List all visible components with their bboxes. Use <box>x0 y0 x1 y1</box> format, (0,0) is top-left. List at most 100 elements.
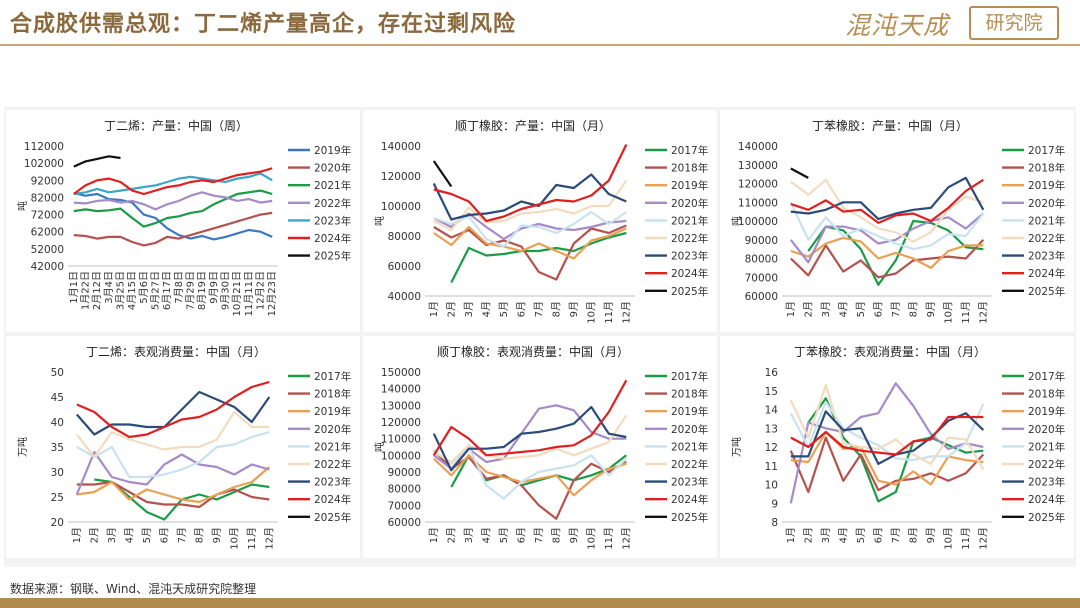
series-line-2019年 <box>790 236 984 269</box>
legend-label: 2023年 <box>671 250 708 263</box>
x-tick-label: 11月 <box>603 527 615 550</box>
legend-label: 2023年 <box>314 214 351 227</box>
x-tick-label: 4月 <box>837 527 849 543</box>
legend-label: 2020年 <box>671 197 708 210</box>
chart-panel-sbr-output: 丁苯橡胶：产量：中国（月） 60000 70000 80000 90000 100000 1… <box>720 110 1074 332</box>
legend-label: 2024年 <box>1028 493 1065 506</box>
y-tick-label: 140000 <box>381 141 421 153</box>
y-tick-label: 13 <box>765 423 778 435</box>
x-tick-label: 2月 <box>445 301 457 317</box>
series-line-2021年 <box>789 201 985 251</box>
chart-title: 丁二烯：表观消费量：中国（月） <box>86 344 266 359</box>
legend-label: 2022年 <box>671 458 708 471</box>
logo-seal: 研究院 <box>969 6 1059 40</box>
legend-label: 2020年 <box>314 423 351 436</box>
x-tick-label: 10月 <box>585 301 597 324</box>
x-tick-label: 6月17日 <box>161 271 173 310</box>
y-tick-label: 45 <box>51 392 64 404</box>
legend-label: 2017年 <box>1028 144 1065 157</box>
x-tick-label: 7月 <box>176 527 188 543</box>
chart-panel-br-output: 顺丁橡胶：产量：中国（月） 40000 60000 80000 100000 120000… <box>363 110 717 332</box>
x-tick-label: 9月 <box>568 527 580 543</box>
legend-label: 2025年 <box>1028 511 1065 524</box>
x-tick-label: 3月4日 <box>103 271 115 304</box>
legend-label: 2022年 <box>314 197 351 210</box>
series-line-2019年 <box>433 225 627 260</box>
y-tick-label: 40 <box>51 417 64 429</box>
series-line-2022年 <box>433 179 628 232</box>
series-line-2020年 <box>789 212 985 264</box>
series-line-2021年 <box>433 210 627 248</box>
chart-panel-br-consumption: 顺丁橡胶：表观消费量：中国（月） 60000 70000 80000 90000 1000… <box>363 336 717 558</box>
legend-label: 2018年 <box>1028 162 1065 175</box>
series-line-2022年 <box>789 384 985 471</box>
y-tick-label: 60000 <box>745 291 778 303</box>
legend-label: 2020年 <box>1028 197 1065 210</box>
series-line-2019年 <box>790 430 984 486</box>
y-tick-label: 80000 <box>388 484 421 496</box>
y-tick-label: 82000 <box>31 192 64 204</box>
y-tick-label: 150000 <box>381 367 421 379</box>
legend-label: 2023年 <box>314 476 351 489</box>
x-tick-label: 3月 <box>106 527 118 543</box>
series-line-2024年 <box>790 415 984 456</box>
legend-label: 2019年 <box>314 405 351 418</box>
chart-svg: 顺丁橡胶：产量：中国（月） 40000 60000 80000 100000 120000… <box>363 110 717 332</box>
x-tick-label: 6月 <box>515 301 527 317</box>
y-tick-label: 50 <box>51 367 64 379</box>
y-tick-label: 10 <box>765 480 778 492</box>
series-line-2022年 <box>73 191 273 211</box>
x-tick-label: 3月 <box>463 301 475 317</box>
y-tick-label: 30 <box>51 467 64 479</box>
header: 合成胶供需总观：丁二烯产量高企，存在过剩风险 混沌天成 研究院 <box>0 0 1080 46</box>
x-tick-label: 12月23日 <box>266 271 278 316</box>
series-line-2023年 <box>73 172 273 196</box>
series-line-2020年 <box>789 382 984 504</box>
x-tick-label: 7月 <box>533 301 545 317</box>
x-tick-label: 8月 <box>193 527 205 543</box>
legend-label: 2021年 <box>1028 214 1065 227</box>
legend-label: 2025年 <box>314 250 351 263</box>
y-axis-label: 吨 <box>730 216 743 226</box>
x-tick-label: 12月2日 <box>255 271 267 310</box>
legend-label: 2020年 <box>314 162 351 175</box>
legend-label: 2019年 <box>671 405 708 418</box>
y-tick-label: 11 <box>765 461 778 473</box>
legend-label: 2025年 <box>314 511 351 524</box>
x-tick-label: 5月 <box>855 301 867 317</box>
y-tick-label: 72000 <box>31 210 64 222</box>
x-tick-label: 8月 <box>550 527 562 543</box>
series-line-2019年 <box>76 466 271 504</box>
legend-label: 2025年 <box>671 511 708 524</box>
series-line-2018年 <box>789 436 985 494</box>
legend-label: 2025年 <box>1028 285 1065 298</box>
legend-label: 2018年 <box>671 162 708 175</box>
x-tick-label: 5月 <box>855 527 867 543</box>
chart-svg: 丁二烯：表观消费量：中国（月） 20 25 30 35 40 45 50 万吨 1月 2月 3月 4月 5… <box>6 336 360 558</box>
legend-label: 2021年 <box>314 179 351 192</box>
x-tick-label: 9月 <box>568 301 580 317</box>
legend-label: 2018年 <box>671 388 708 401</box>
series-line-2019年 <box>73 192 273 241</box>
y-tick-label: 40000 <box>388 291 421 303</box>
y-tick-label: 110000 <box>381 434 421 446</box>
series-line-2025年 <box>432 160 453 188</box>
legend-label: 2019年 <box>671 179 708 192</box>
chart-title: 丁二烯：产量：中国（周） <box>104 118 248 133</box>
series-line-2019年 <box>433 454 627 497</box>
legend-label: 2024年 <box>314 493 351 506</box>
legend-label: 2017年 <box>671 370 708 383</box>
y-tick-label: 102000 <box>24 158 64 170</box>
legend-label: 2025年 <box>671 285 708 298</box>
y-tick-label: 35 <box>51 442 64 454</box>
legend-label: 2024年 <box>314 232 351 245</box>
header-divider <box>0 44 1080 46</box>
legend-label: 2018年 <box>1028 388 1065 401</box>
x-tick-label: 3月 <box>820 527 832 543</box>
chart-panel-butadiene-consumption: 丁二烯：表观消费量：中国（月） 20 25 30 35 40 45 50 万吨 1月 2月 3月 4月 5… <box>6 336 360 558</box>
legend-label: 2017年 <box>1028 370 1065 383</box>
series-line-2022年 <box>790 178 984 243</box>
x-tick-label: 8月 <box>550 301 562 317</box>
series-line-2018年 <box>790 239 985 279</box>
x-tick-label: 12月 <box>263 527 275 550</box>
